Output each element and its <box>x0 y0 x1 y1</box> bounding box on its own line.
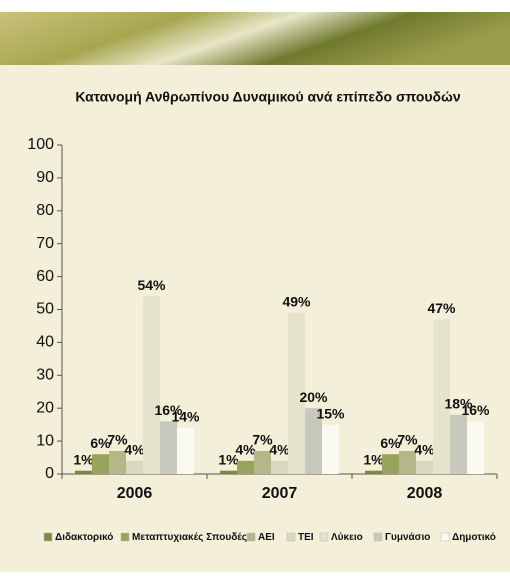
bar <box>271 460 288 474</box>
bar <box>288 312 305 474</box>
bar <box>177 427 194 474</box>
legend-swatch <box>43 532 53 542</box>
value-label: 20% <box>299 389 328 405</box>
chart-title: Κατανομή Ανθρωπίνου Δυναμικού ανά επίπεδ… <box>75 89 461 105</box>
legend-swatch <box>120 532 130 542</box>
y-tick-label: 50 <box>36 301 54 318</box>
value-label: 15% <box>316 405 345 421</box>
bar <box>254 450 271 474</box>
x-tick-label: 2007 <box>262 485 298 502</box>
legend-label: ΑΕΙ <box>258 532 275 543</box>
value-label: 6% <box>90 435 111 451</box>
bar <box>416 460 433 474</box>
value-label: 6% <box>380 435 401 451</box>
legend-label: Δημοτικό <box>452 532 496 543</box>
bar <box>126 460 143 474</box>
bar <box>433 319 450 474</box>
legend-swatch <box>286 532 296 542</box>
y-tick-label: 80 <box>36 202 54 219</box>
bar <box>92 454 109 474</box>
x-tick-label: 2006 <box>117 485 153 502</box>
value-label: 16% <box>154 402 183 418</box>
legend-swatch <box>440 532 450 542</box>
bar <box>365 470 382 474</box>
value-label: 4% <box>269 442 290 458</box>
y-tick-label: 0 <box>45 465 54 482</box>
value-label: 1% <box>218 451 239 467</box>
y-tick-label: 30 <box>36 367 54 384</box>
legend-label: Γυμνάσιο <box>385 532 430 543</box>
bar <box>305 408 322 474</box>
value-label: 54% <box>137 277 166 293</box>
bar <box>467 421 484 474</box>
value-label: 1% <box>73 451 94 467</box>
legend-label: Διδακτορικό <box>55 532 113 543</box>
y-tick-label: 10 <box>36 432 54 449</box>
x-tick-label: 2008 <box>407 485 443 502</box>
bar <box>220 470 237 474</box>
value-label: 1% <box>363 451 384 467</box>
value-label: 49% <box>282 293 311 309</box>
value-label: 4% <box>235 442 256 458</box>
bar <box>160 421 177 474</box>
value-label: 4% <box>124 442 145 458</box>
value-label: 4% <box>414 442 435 458</box>
value-label: 7% <box>252 432 273 448</box>
value-label: 7% <box>397 432 418 448</box>
legend-swatch <box>373 532 383 542</box>
legend-swatch <box>246 532 256 542</box>
y-tick-label: 20 <box>36 399 54 416</box>
value-label: 7% <box>107 432 128 448</box>
bar <box>237 460 254 474</box>
y-tick-label: 100 <box>27 136 54 153</box>
y-tick-label: 90 <box>36 169 54 186</box>
bar <box>382 454 399 474</box>
top-band <box>0 0 510 12</box>
header-image <box>0 12 510 65</box>
bar <box>75 470 92 474</box>
bar <box>450 414 467 474</box>
bar <box>322 424 339 474</box>
value-label: 16% <box>461 402 490 418</box>
y-tick-label: 60 <box>36 268 54 285</box>
value-label: 47% <box>427 300 456 316</box>
y-tick-label: 70 <box>36 235 54 252</box>
value-label: 14% <box>171 409 200 425</box>
legend-label: Λύκειο <box>331 532 363 543</box>
legend-label: ΤΕΙ <box>298 532 314 543</box>
legend-swatch <box>319 532 329 542</box>
bar <box>109 450 126 474</box>
value-label: 18% <box>444 395 473 411</box>
legend-label: Μεταπτυχιακές Σπουδές <box>132 532 247 543</box>
bar <box>399 450 416 474</box>
bar <box>143 296 160 474</box>
y-tick-label: 40 <box>36 334 54 351</box>
